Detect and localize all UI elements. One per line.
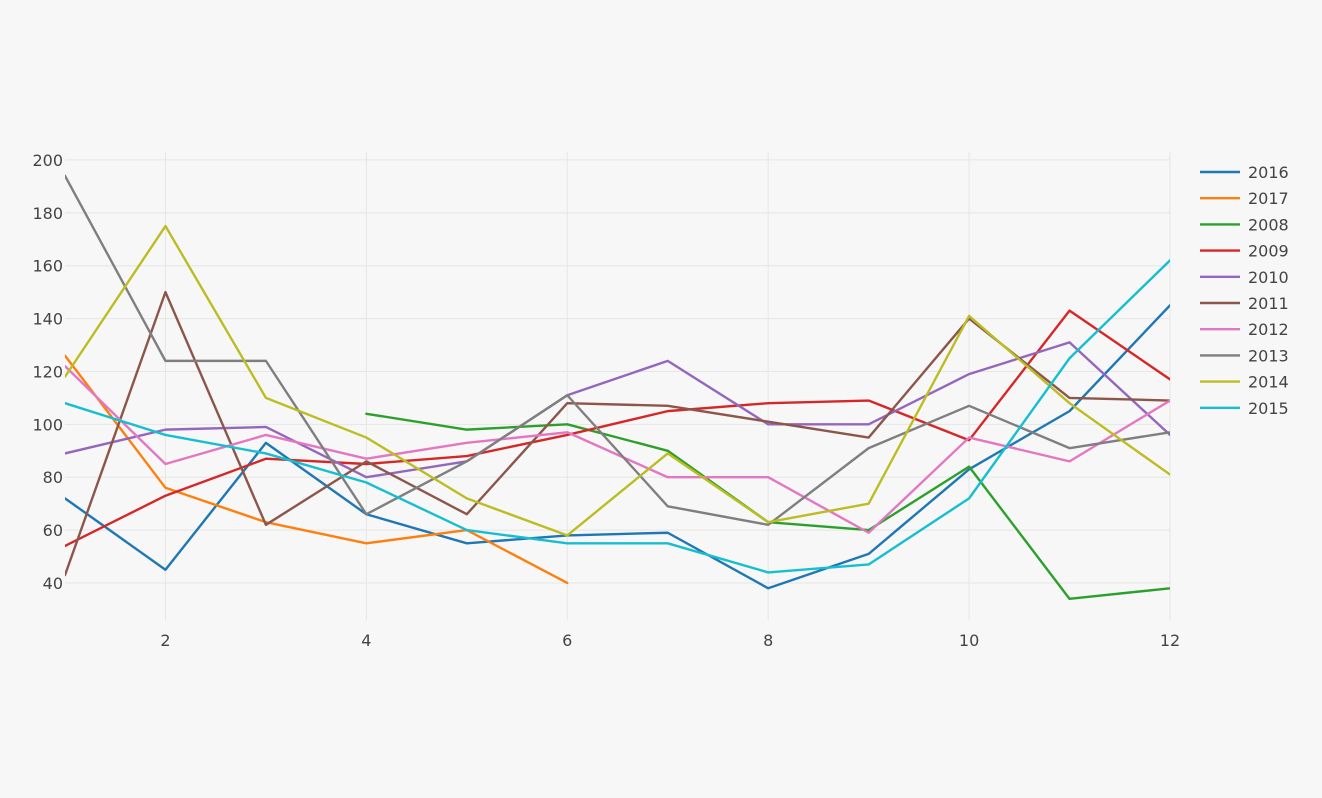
series-line-2012[interactable] xyxy=(65,364,1170,534)
legend-label: 2012 xyxy=(1248,320,1289,339)
x-tick-label: 4 xyxy=(361,631,371,650)
legend-label: 2009 xyxy=(1248,242,1289,261)
legend-item-2008[interactable]: 2008 xyxy=(1200,215,1289,234)
legend-item-2015[interactable]: 2015 xyxy=(1200,399,1289,418)
y-tick-label: 80 xyxy=(43,468,63,487)
y-tick-label: 180 xyxy=(32,204,63,223)
y-tick-label: 100 xyxy=(32,415,63,434)
y-tick-label: 120 xyxy=(32,362,63,381)
y-tick-label: 200 xyxy=(32,151,63,170)
y-tick-label: 160 xyxy=(32,257,63,276)
legend-item-2013[interactable]: 2013 xyxy=(1200,346,1289,365)
y-tick-label: 140 xyxy=(32,310,63,329)
x-tick-label: 8 xyxy=(763,631,773,650)
legend-item-2012[interactable]: 2012 xyxy=(1200,320,1289,339)
series-line-2009[interactable] xyxy=(65,309,1170,548)
legend[interactable]: 2016 2017 2008 2009 2010 2011 2012 2013 2014 2015 xyxy=(1200,163,1289,418)
legend-label: 2015 xyxy=(1248,399,1289,418)
series-line-2015[interactable] xyxy=(65,259,1170,574)
legend-label: 2016 xyxy=(1248,163,1289,182)
legend-label: 2014 xyxy=(1248,373,1289,392)
series-line-2010[interactable] xyxy=(65,341,1170,479)
series-line-2013[interactable] xyxy=(65,174,1170,527)
series-line-2014[interactable] xyxy=(65,224,1170,537)
legend-item-2011[interactable]: 2011 xyxy=(1200,294,1289,313)
legend-item-2009[interactable]: 2009 xyxy=(1200,242,1289,261)
grid-lines xyxy=(65,152,1171,620)
y-tick-label: 60 xyxy=(43,521,63,540)
x-tick-label: 6 xyxy=(562,631,572,650)
legend-item-2017[interactable]: 2017 xyxy=(1200,189,1289,208)
legend-item-2016[interactable]: 2016 xyxy=(1200,163,1289,182)
legend-label: 2010 xyxy=(1248,268,1289,287)
series-line-2011[interactable] xyxy=(65,290,1170,577)
legend-item-2010[interactable]: 2010 xyxy=(1200,268,1289,287)
legend-label: 2013 xyxy=(1248,346,1289,365)
series-line-2017[interactable] xyxy=(65,354,569,585)
x-tick-label: 12 xyxy=(1160,631,1180,650)
x-tick-label: 10 xyxy=(959,631,979,650)
axis-tick-labels: 40 60 80 100 120 140 160 180 200 2 4 6 8 10 12 xyxy=(32,151,1180,650)
series-lines xyxy=(65,174,1170,601)
legend-label: 2011 xyxy=(1248,294,1289,313)
legend-label: 2017 xyxy=(1248,189,1289,208)
legend-item-2014[interactable]: 2014 xyxy=(1200,373,1289,392)
y-tick-label: 40 xyxy=(43,574,63,593)
x-tick-label: 2 xyxy=(160,631,170,650)
legend-label: 2008 xyxy=(1248,215,1289,234)
